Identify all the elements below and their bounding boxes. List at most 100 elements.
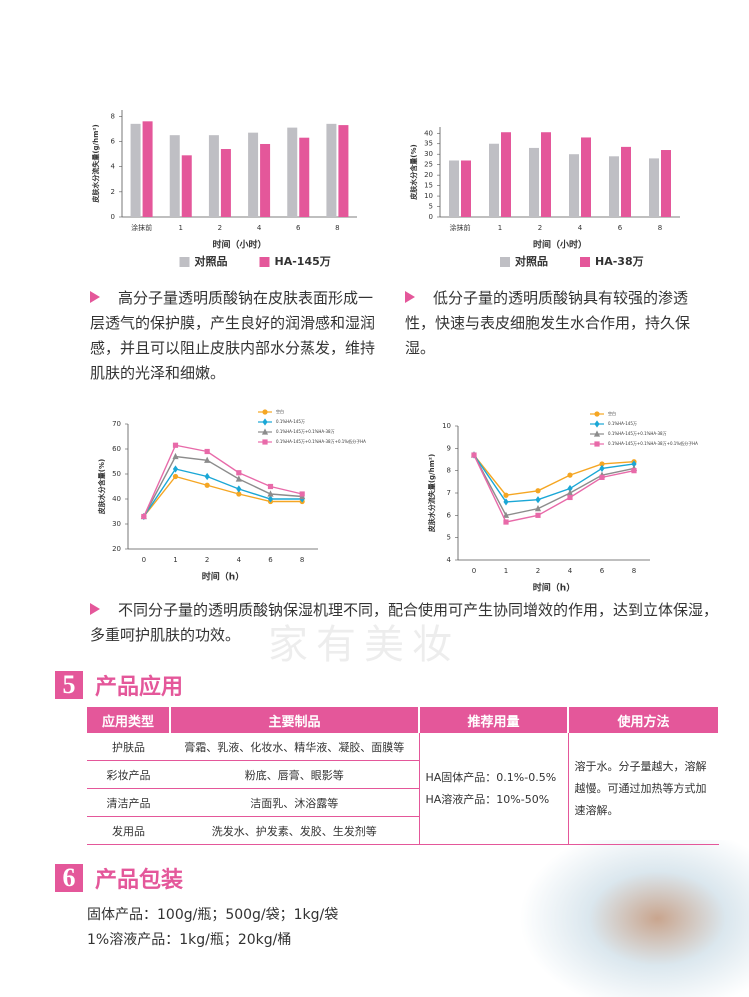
point [172,465,179,473]
point [567,494,573,501]
x-tick-label: 涂抹前 [131,223,152,232]
point [204,456,211,463]
legend-label: 0.1%HA-145万+0.1%HA-38万+0.1%低分子HA [608,440,698,446]
bar [609,156,619,217]
point [299,491,305,497]
legend-marker [594,411,600,417]
line [473,454,635,523]
line [143,455,303,517]
point [267,490,274,497]
packaging-line: 固体产品：100g/瓶；500g/袋；1kg/袋 [87,907,339,923]
y-tick-label: 30 [112,520,121,528]
bar [287,127,298,217]
paragraph: 低分子量的透明质酸钠具有较强的渗透性，快速与表皮细胞发生水合作用，持久保湿。 [405,286,695,361]
bar [621,146,631,217]
bar [529,147,539,217]
legend-marker [262,418,268,426]
point [567,484,573,493]
bar [326,123,337,217]
cell: 彩妆产品 [87,760,170,789]
bar [299,137,310,217]
x-tick-label: 2 [205,556,209,564]
point [535,512,541,518]
y-tick-label: 9 [447,444,451,452]
x-tick-label: 1 [498,224,502,232]
point [566,489,574,496]
x-tick-label: 8 [658,224,662,232]
point [503,492,509,498]
bar [461,160,471,217]
x-tick-label: 涂抹前 [450,223,471,232]
point [535,496,541,504]
bar [338,125,349,217]
y-axis-label: 皮肤水分含量(%) [409,144,418,200]
point [172,442,179,448]
y-tick-label: 10 [424,192,433,200]
legend-label: HA-38万 [595,255,644,268]
y-tick-label: 5 [447,534,451,542]
line [143,444,303,517]
x-tick-label: 0 [472,567,476,575]
cell: 清洁产品 [87,788,170,817]
point [267,495,274,503]
bar [649,158,659,217]
bar [248,132,259,217]
point [172,473,179,480]
x-tick-label: 8 [335,224,339,232]
x-tick-label: 6 [296,224,301,232]
cell: 粉底、唇膏、眼影等 [170,760,419,789]
point [503,519,509,525]
bar [169,135,180,217]
x-tick-label: 4 [578,224,583,232]
y-tick-label: 4 [111,163,116,171]
x-axis-label: 时间（小时） [212,239,266,251]
point [471,452,477,458]
y-tick-label: 40 [424,129,433,137]
y-tick-label: 7 [447,489,451,497]
x-tick-label: 6 [268,556,273,564]
legend-marker [262,409,268,415]
section-heading: 6 产品包装 [55,862,183,894]
bar [581,137,591,217]
cell: 洗发水、护发素、发胶、生发剂等 [170,816,419,845]
bar [541,132,551,217]
legend-label: 0.1%HA-145万+0.1%HA-38万 [276,429,335,434]
x-axis-label: 时间（h） [202,571,244,583]
point [204,472,210,481]
legend-marker [262,439,268,445]
point [599,464,605,473]
point [503,498,509,506]
y-tick-label: 5 [429,203,433,211]
bar [260,143,271,217]
legend-marker [594,441,600,447]
x-tick-label: 8 [300,556,304,564]
line [473,454,635,496]
x-tick-label: 1 [173,556,177,564]
point [535,488,541,494]
bar [489,143,499,217]
paragraph-text: 低分子量的透明质酸钠具有较强的渗透性，快速与表皮细胞发生水合作用，持久保湿。 [405,289,691,357]
photo [520,840,749,997]
legend-swatch [179,257,190,267]
x-tick-label: 6 [618,224,623,232]
cell: 洁面乳、沐浴露等 [170,788,419,817]
bar [220,149,231,217]
legend-label: 0.1%HA-145万 [276,419,305,424]
section-heading: 5 产品应用 [55,669,183,701]
legend-swatch [259,257,270,267]
point [631,468,637,474]
point [204,448,210,455]
bar [130,123,141,217]
bar [661,150,671,217]
section-number: 6 [55,864,83,892]
paragraph-text: 不同分子量的透明质酸钠保湿机理不同，配合使用可产生协同增效的作用，达到立体保湿，… [90,601,719,644]
bar [449,160,459,217]
x-tick-label: 2 [218,224,222,232]
x-tick-label: 8 [632,567,636,575]
point [236,491,242,497]
point [631,460,637,468]
point [534,505,542,512]
x-axis-label: 时间（小时） [533,239,587,251]
legend-label: 0.1%HA-145万 [608,421,637,426]
